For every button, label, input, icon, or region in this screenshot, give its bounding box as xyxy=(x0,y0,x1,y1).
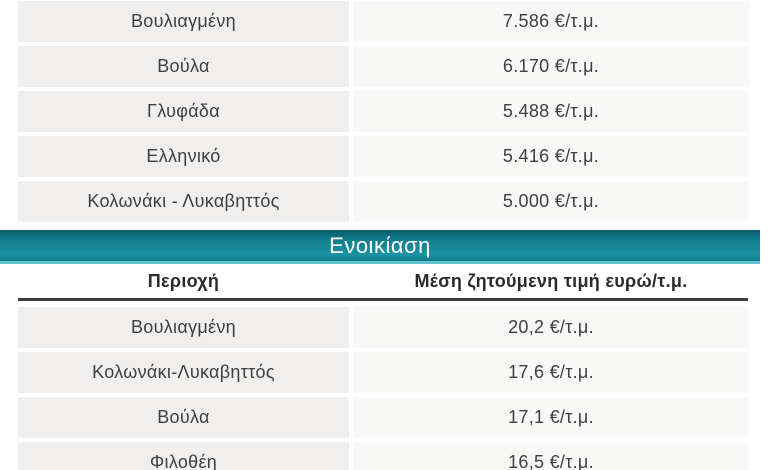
area-cell: Κολωνάκι - Λυκαβηττός xyxy=(18,181,349,222)
header-underline xyxy=(18,298,748,301)
rental-price-table: Βουλιαγμένη 20,2 €/τ.μ. Κολωνάκι-Λυκαβητ… xyxy=(18,307,749,470)
table-row: Βούλα 17,1 €/τ.μ. xyxy=(18,397,749,438)
price-cell: 7.586 €/τ.μ. xyxy=(353,1,749,42)
table-row: Κολωνάκι-Λυκαβηττός 17,6 €/τ.μ. xyxy=(18,352,749,393)
price-cell: 20,2 €/τ.μ. xyxy=(353,307,749,348)
table-row: Βουλιαγμένη 7.586 €/τ.μ. xyxy=(18,1,749,42)
area-cell: Φιλοθέη xyxy=(18,442,349,470)
price-cell: 16,5 €/τ.μ. xyxy=(353,442,749,470)
table-row: Βουλιαγμένη 20,2 €/τ.μ. xyxy=(18,307,749,348)
area-cell: Βουλιαγμένη xyxy=(18,1,349,42)
column-header-price: Μέση ζητούμενη τιμή ευρώ/τ.μ. xyxy=(414,270,688,291)
price-cell: 5.416 €/τ.μ. xyxy=(353,136,749,177)
rental-section-header: Ενοικίαση xyxy=(0,230,760,264)
area-cell: Βουλιαγμένη xyxy=(18,307,349,348)
table-row: Κολωνάκι - Λυκαβηττός 5.000 €/τ.μ. xyxy=(18,181,749,222)
area-cell: Κολωνάκι-Λυκαβηττός xyxy=(18,352,349,393)
area-cell: Βούλα xyxy=(18,46,349,87)
table-row: Βούλα 6.170 €/τ.μ. xyxy=(18,46,749,87)
sale-price-table: Βουλιαγμένη 7.586 €/τ.μ. Βούλα 6.170 €/τ… xyxy=(18,0,749,222)
area-cell: Γλυφάδα xyxy=(18,91,349,132)
price-cell: 6.170 €/τ.μ. xyxy=(353,46,749,87)
price-cell: 17,1 €/τ.μ. xyxy=(353,397,749,438)
price-cell: 5.488 €/τ.μ. xyxy=(353,91,749,132)
rental-table-header-row: Περιοχή Μέση ζητούμενη τιμή ευρώ/τ.μ. xyxy=(18,264,749,298)
column-header-area: Περιοχή xyxy=(147,270,220,291)
table-row: Ελληνικό 5.416 €/τ.μ. xyxy=(18,136,749,177)
table-row: Γλυφάδα 5.488 €/τ.μ. xyxy=(18,91,749,132)
price-cell: 5.000 €/τ.μ. xyxy=(353,181,749,222)
table-row: Φιλοθέη 16,5 €/τ.μ. xyxy=(18,442,749,470)
price-cell: 17,6 €/τ.μ. xyxy=(353,352,749,393)
area-cell: Βούλα xyxy=(18,397,349,438)
area-cell: Ελληνικό xyxy=(18,136,349,177)
